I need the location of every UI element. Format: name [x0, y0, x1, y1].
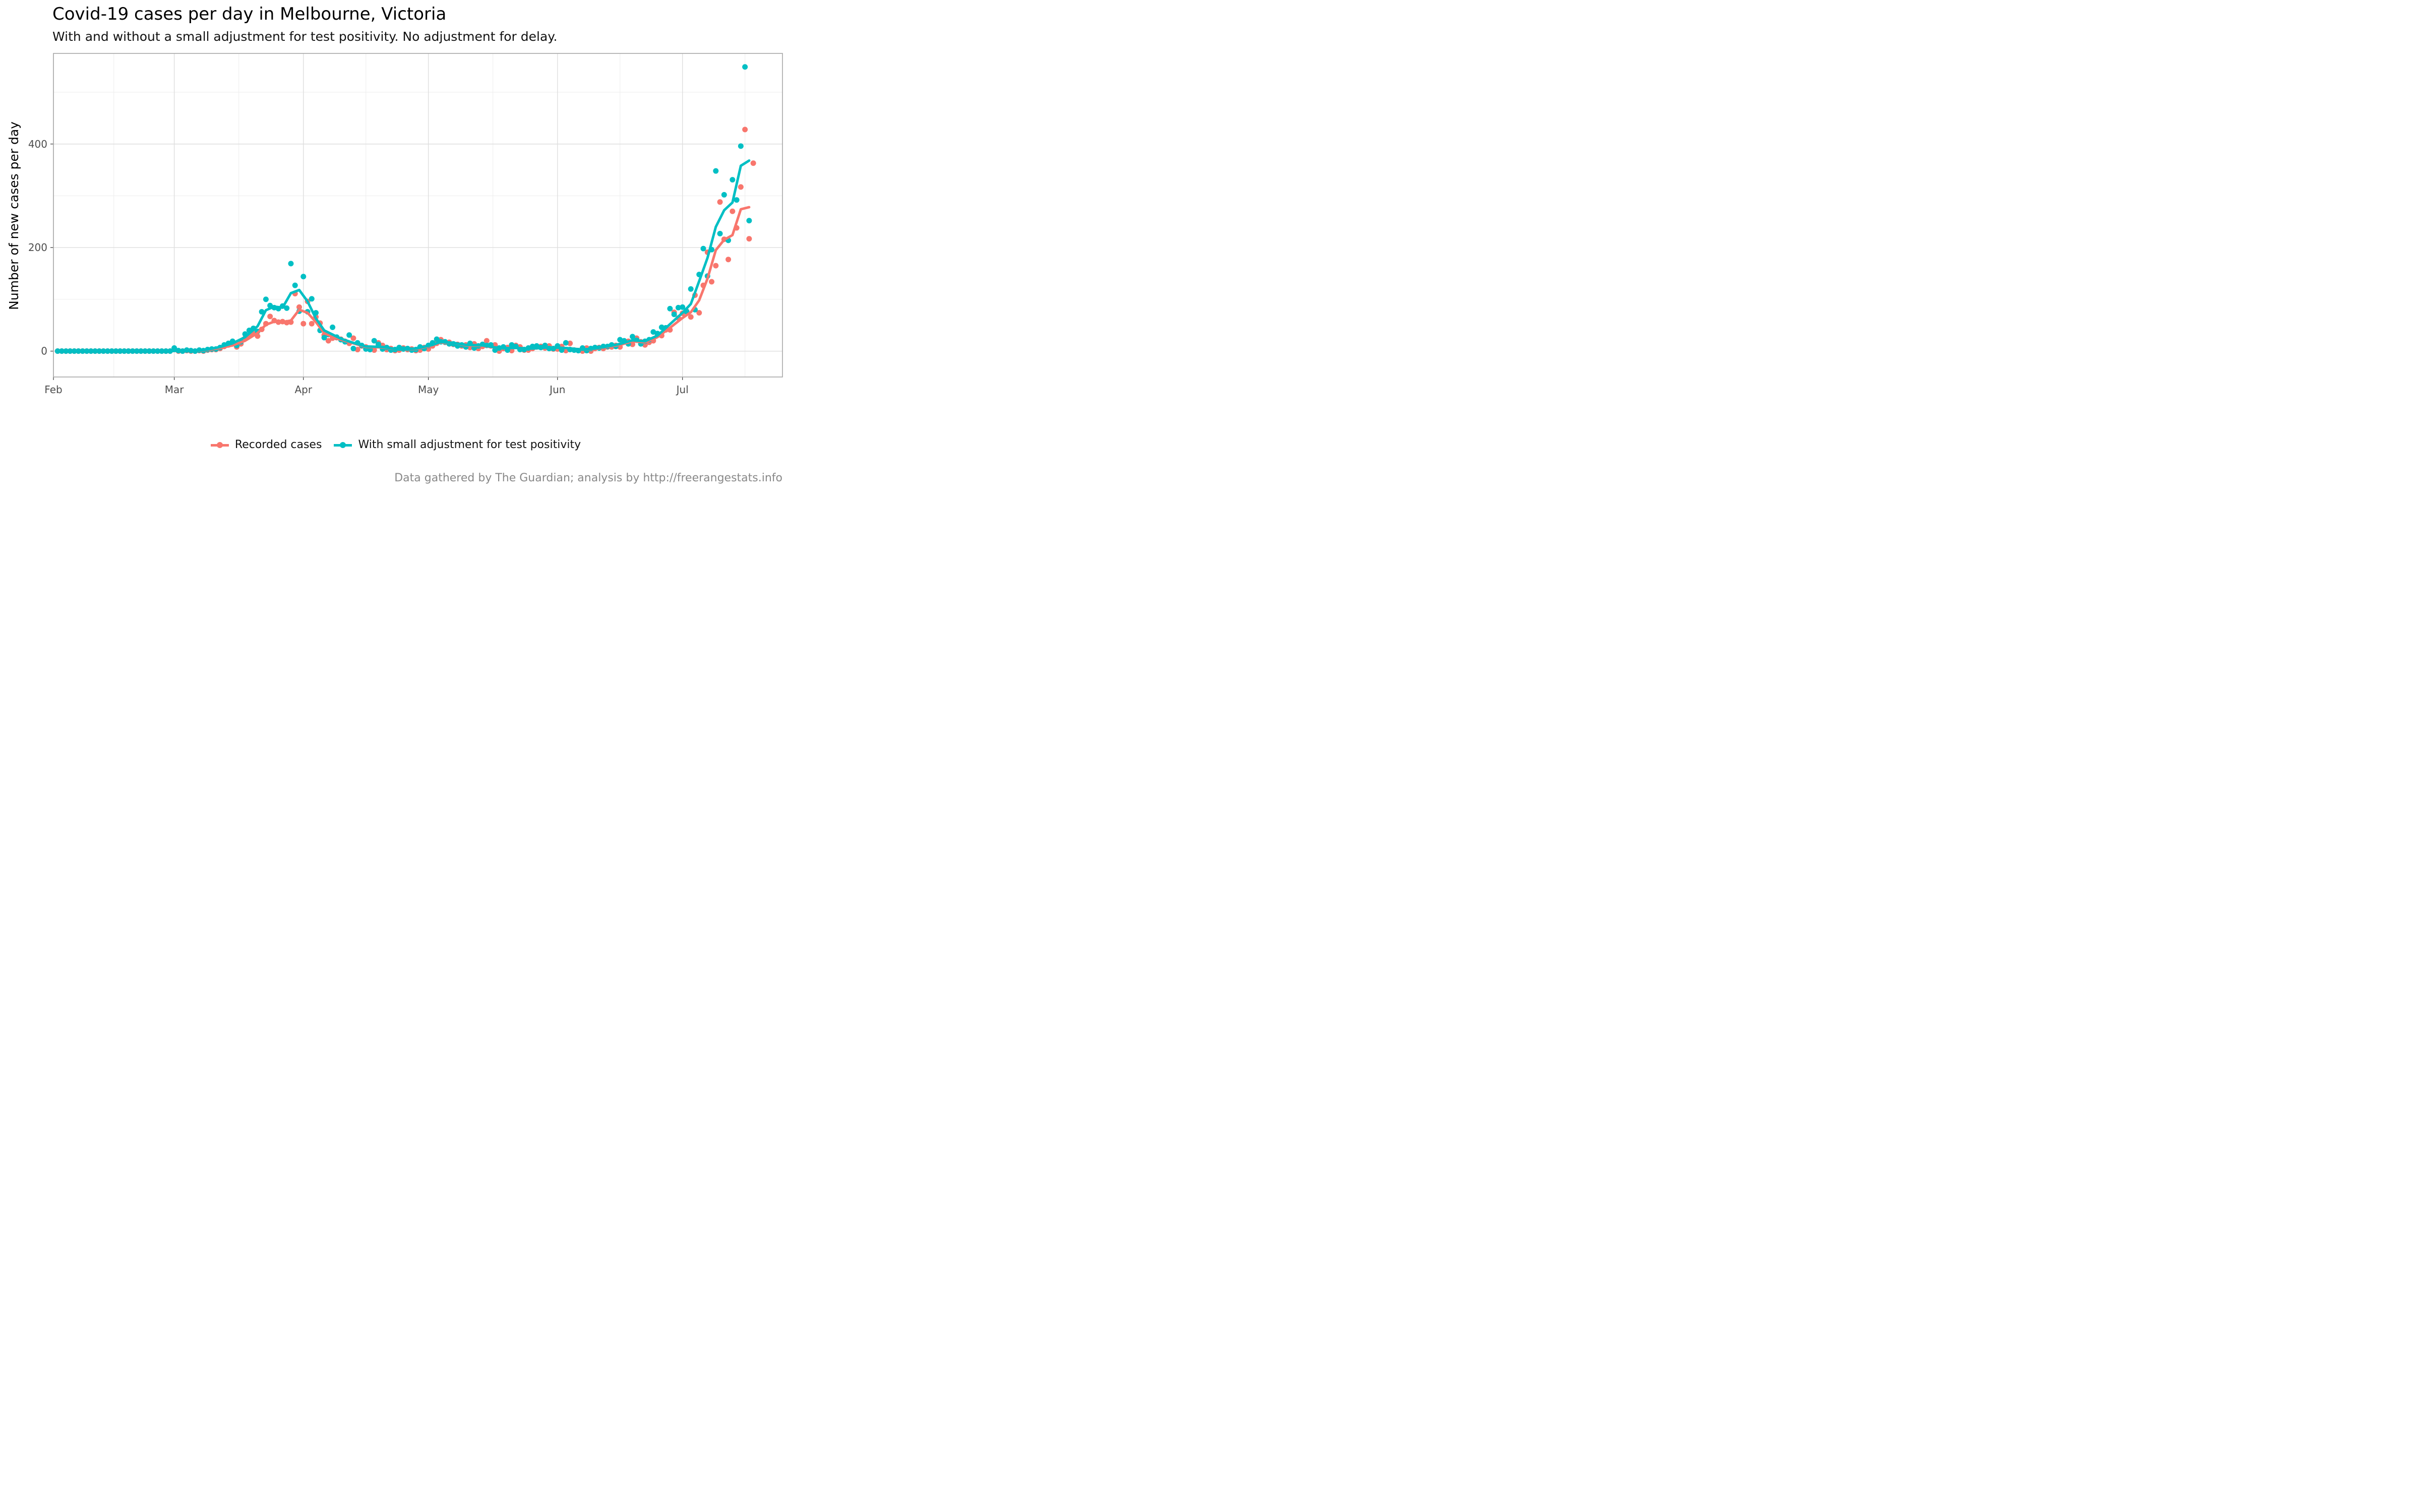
data-point-recorded [371, 347, 377, 353]
axis-layer: 0 200 400 Feb Mar Apr May Jun Jul [28, 53, 783, 396]
data-point-adjusted [671, 311, 677, 318]
data-point-adjusted [509, 342, 515, 348]
data-point-adjusted [309, 296, 315, 302]
data-point-recorded [713, 263, 719, 269]
data-point-adjusted [650, 329, 656, 335]
data-point-recorded [730, 208, 736, 214]
panel-border [53, 53, 783, 377]
data-point-adjusted [617, 337, 623, 343]
data-point-adjusted [738, 143, 744, 149]
legend-key-recorded [210, 439, 230, 451]
chart-title: Covid-19 cases per day in Melbourne, Vic… [52, 4, 447, 24]
legend-item-recorded: Recorded cases [210, 438, 322, 451]
data-point-adjusted [730, 177, 736, 183]
data-point-adjusted [734, 197, 740, 203]
data-point-adjusted [717, 230, 723, 236]
x-tick-label: Feb [44, 384, 62, 396]
data-point-adjusted [688, 286, 694, 292]
y-tick-label: 200 [28, 241, 47, 254]
data-point-adjusted [346, 332, 352, 338]
y-axis-label: Number of new cases per day [7, 121, 21, 310]
data-point-adjusted [263, 296, 269, 302]
data-point-recorded [709, 279, 715, 285]
legend-item-adjusted: With small adjustment for test positivit… [333, 438, 581, 451]
y-tick-label: 0 [41, 345, 47, 357]
chart-subtitle: With and without a small adjustment for … [52, 29, 558, 44]
data-point-adjusted [675, 304, 681, 310]
legend-key-adjusted [333, 439, 353, 451]
data-point-recorded [567, 340, 573, 346]
data-point-adjusted [300, 274, 307, 280]
y-tick-label: 400 [28, 138, 47, 150]
grid-layer [53, 53, 782, 377]
data-point-recorded [300, 321, 307, 327]
x-tick-label: May [418, 384, 439, 396]
data-point-recorded [630, 341, 636, 347]
chart-canvas: 0 200 400 Feb Mar Apr May Jun Jul Number of new … [7, 53, 783, 396]
legend-label-adjusted: With small adjustment for test positivit… [358, 438, 581, 451]
data-point-recorded [309, 321, 315, 327]
data-point-recorded [725, 257, 732, 263]
data-point-adjusted [284, 305, 290, 311]
x-tick-label: Apr [294, 384, 312, 396]
data-point-adjusted [292, 282, 298, 288]
data-point-adjusted [713, 168, 719, 174]
data-point-adjusted [434, 336, 440, 342]
data-point-recorded [750, 160, 756, 166]
data-point-adjusted [658, 324, 664, 330]
data-point-recorded [738, 184, 744, 190]
data-point-adjusted [630, 334, 636, 340]
data-point-adjusted [667, 305, 673, 311]
data-point-adjusted [680, 304, 686, 310]
data-point-recorded [267, 313, 273, 320]
data-point-adjusted [321, 335, 327, 341]
data-point-recorded [350, 335, 356, 341]
data-point-adjusted [371, 338, 377, 344]
x-tick-label: Mar [165, 384, 185, 396]
data-point-adjusted [563, 340, 569, 346]
panel-background [53, 53, 782, 377]
trend-line-adjusted [56, 159, 751, 353]
data-point-recorded [483, 338, 490, 344]
x-tick-label: Jul [676, 384, 689, 396]
data-point-adjusted [171, 345, 177, 351]
data-point-recorded [742, 127, 748, 133]
data-point-adjusted [742, 64, 748, 70]
data-point-adjusted [700, 245, 706, 251]
data-point-recorded [746, 236, 752, 242]
x-tick-label: Jun [549, 384, 565, 396]
chart-caption: Data gathered by The Guardian; analysis … [394, 472, 782, 484]
data-point-adjusted [746, 218, 752, 224]
data-layer [54, 64, 756, 354]
legend: Recorded cases With small adjustment for… [0, 438, 791, 451]
data-point-recorded [325, 338, 331, 344]
data-point-adjusted [288, 261, 294, 267]
data-point-adjusted [330, 324, 336, 330]
data-point-recorded [717, 199, 723, 205]
data-point-recorded [296, 304, 302, 310]
data-point-adjusted [350, 346, 356, 352]
data-point-recorded [688, 314, 694, 320]
legend-label-recorded: Recorded cases [234, 438, 322, 451]
data-point-recorded [354, 347, 360, 353]
data-point-recorded [696, 310, 702, 316]
data-point-adjusted [721, 192, 727, 198]
